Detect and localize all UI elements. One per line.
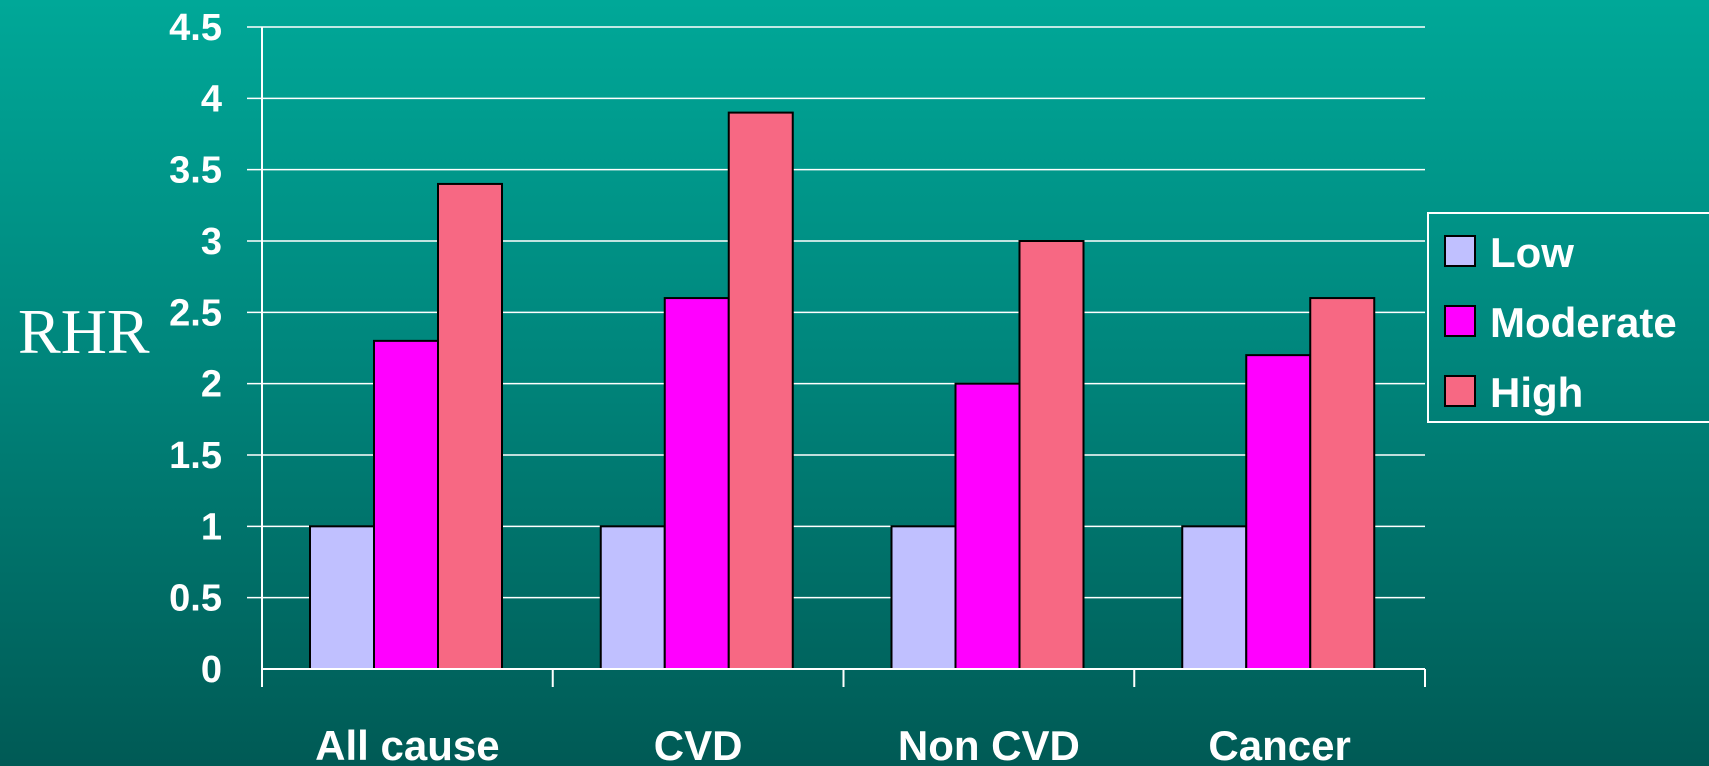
y-tick-label: 4 (201, 78, 222, 120)
bar-low (890, 525, 957, 670)
legend-label-low: Low (1490, 229, 1574, 276)
legend-swatch-high (1444, 375, 1476, 407)
y-tick-label: 2.5 (169, 292, 222, 334)
bar-low (309, 525, 375, 670)
bar-low (599, 525, 666, 670)
bar-high (437, 182, 503, 671)
bar-moderate (663, 297, 730, 670)
legend: Low Moderate High (1427, 212, 1709, 423)
y-tick-label: 1.5 (169, 435, 222, 477)
axes (261, 27, 1426, 687)
legend-label-moderate: Moderate (1490, 299, 1677, 346)
bar-moderate (1245, 354, 1312, 670)
bars (309, 111, 1376, 671)
legend-frame (1427, 212, 1709, 423)
y-axis-label: RHR (18, 296, 150, 367)
legend-items: Low Moderate High (1444, 229, 1677, 416)
bar-high (1309, 297, 1376, 670)
bar-high (1018, 240, 1085, 670)
x-category-label: CVD (654, 722, 743, 766)
legend-swatch-low (1444, 235, 1476, 267)
y-tick-label: 0.5 (169, 578, 222, 620)
legend-swatch-moderate (1444, 305, 1476, 337)
bar-high (727, 111, 794, 671)
x-category-label: Non CVD (898, 722, 1080, 766)
y-tick-labels: 0 0.5 1 1.5 2 2.5 3 3.5 4 4.5 (169, 7, 222, 691)
y-tick-label: 4.5 (169, 7, 222, 49)
y-tick-label: 0 (201, 649, 222, 691)
bar-moderate (954, 382, 1021, 670)
x-category-label: All cause (315, 722, 499, 766)
y-tick-label: 3 (201, 221, 222, 263)
y-tick-label: 1 (201, 506, 222, 548)
y-tick-label: 3.5 (169, 150, 222, 192)
bar-low (1181, 525, 1248, 670)
bar-moderate (373, 339, 439, 670)
y-tick-label: 2 (201, 364, 222, 406)
category-labels: All cause CVD Non CVD Cancer (315, 722, 1351, 766)
legend-label-high: High (1490, 369, 1583, 416)
x-category-label: Cancer (1208, 722, 1350, 766)
